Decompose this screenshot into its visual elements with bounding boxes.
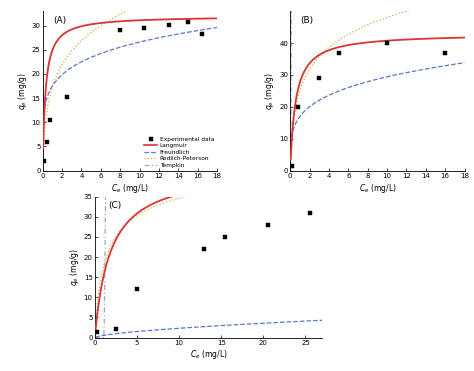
Text: (A): (A) [53, 16, 66, 25]
Text: (C): (C) [109, 201, 122, 210]
X-axis label: $C_e$ (mg/L): $C_e$ (mg/L) [190, 348, 228, 361]
Y-axis label: $q_e$ (mg/g): $q_e$ (mg/g) [68, 248, 81, 286]
Y-axis label: $q_e$ (mg/g): $q_e$ (mg/g) [16, 72, 29, 110]
X-axis label: $C_e$ (mg/L): $C_e$ (mg/L) [358, 181, 396, 194]
Y-axis label: $q_e$ (mg/g): $q_e$ (mg/g) [264, 72, 276, 110]
Legend: Experimental data, Langmuir, Freundlich, Redlich-Peterson, Tempkin: Experimental data, Langmuir, Freundlich,… [145, 137, 214, 168]
X-axis label: $C_e$ (mg/L): $C_e$ (mg/L) [111, 181, 149, 194]
Text: (B): (B) [301, 16, 314, 25]
